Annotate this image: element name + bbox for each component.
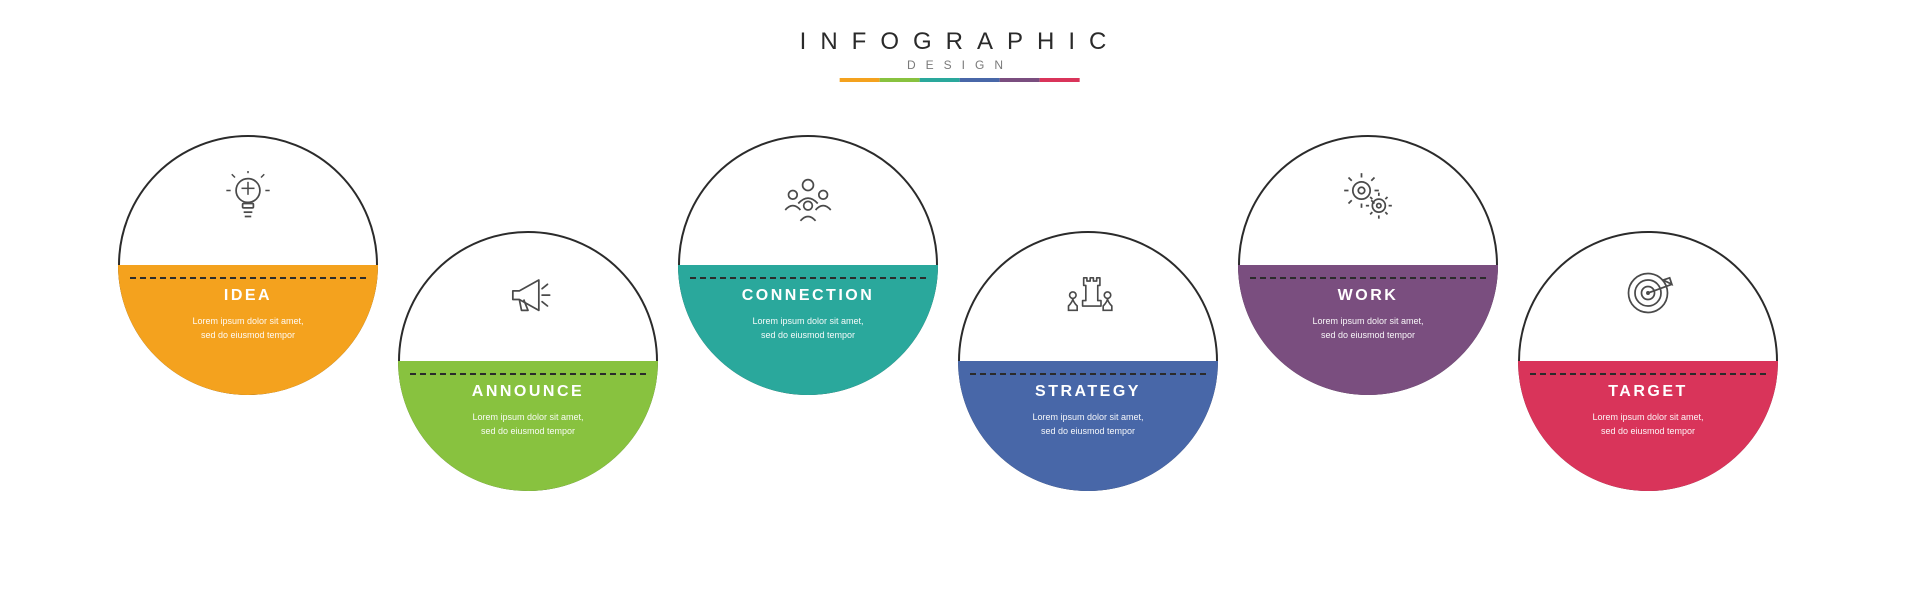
step-dash: [410, 373, 646, 375]
step-desc: Lorem ipsum dolor sit amet, sed do eiusmo…: [148, 315, 348, 342]
step-dash: [970, 373, 1206, 375]
step-desc-line: sed do eiusmod tempor: [1601, 426, 1695, 436]
step-desc: Lorem ipsum dolor sit amet, sed do eiusmo…: [1548, 411, 1748, 438]
step-text: STRATEGY Lorem ipsum dolor sit amet, sed d…: [958, 383, 1218, 438]
step-idea: IDEA Lorem ipsum dolor sit amet, sed do ei…: [118, 135, 378, 395]
step-text: IDEA Lorem ipsum dolor sit amet, sed do ei…: [118, 287, 378, 342]
header-subtitle: DESIGN: [800, 58, 1121, 72]
step-dash: [690, 277, 926, 279]
step-announce: ANNOUNCE Lorem ipsum dolor sit amet, sed d…: [398, 231, 658, 491]
step-dash: [130, 277, 366, 279]
gears-icon: [1342, 171, 1394, 228]
infographic-stage: IDEA Lorem ipsum dolor sit amet, sed do ei…: [0, 125, 1920, 585]
step-title: IDEA: [148, 287, 348, 305]
step-desc-line: Lorem ipsum dolor sit amet,: [1032, 412, 1143, 422]
step-desc: Lorem ipsum dolor sit amet, sed do eiusmo…: [1268, 315, 1468, 342]
step-desc: Lorem ipsum dolor sit amet, sed do eiusmo…: [708, 315, 908, 342]
divider-segment: [880, 78, 920, 82]
megaphone-icon: [502, 267, 554, 324]
step-connection: CONNECTION Lorem ipsum dolor sit amet, sed…: [678, 135, 938, 395]
divider-segment: [840, 78, 880, 82]
chess-icon: [1062, 267, 1114, 324]
step-desc-line: Lorem ipsum dolor sit amet,: [752, 316, 863, 326]
step-target: TARGET Lorem ipsum dolor sit amet, sed do …: [1518, 231, 1778, 491]
step-text: WORK Lorem ipsum dolor sit amet, sed do ei…: [1238, 287, 1498, 342]
divider-segment: [1040, 78, 1080, 82]
header-divider: [800, 78, 1121, 82]
step-desc-line: Lorem ipsum dolor sit amet,: [1592, 412, 1703, 422]
divider-segment: [920, 78, 960, 82]
step-desc-line: Lorem ipsum dolor sit amet,: [472, 412, 583, 422]
step-title: WORK: [1268, 287, 1468, 305]
step-strategy: STRATEGY Lorem ipsum dolor sit amet, sed d…: [958, 231, 1218, 491]
step-desc: Lorem ipsum dolor sit amet, sed do eiusmo…: [428, 411, 628, 438]
step-desc-line: Lorem ipsum dolor sit amet,: [1312, 316, 1423, 326]
step-dash: [1250, 277, 1486, 279]
step-title: CONNECTION: [708, 287, 908, 305]
step-desc-line: sed do eiusmod tempor: [761, 330, 855, 340]
step-title: STRATEGY: [988, 383, 1188, 401]
step-title: TARGET: [1548, 383, 1748, 401]
target-icon: [1622, 267, 1674, 324]
step-desc-line: sed do eiusmod tempor: [481, 426, 575, 436]
step-text: TARGET Lorem ipsum dolor sit amet, sed do …: [1518, 383, 1778, 438]
step-desc-line: Lorem ipsum dolor sit amet,: [192, 316, 303, 326]
step-desc-line: sed do eiusmod tempor: [1041, 426, 1135, 436]
step-desc-line: sed do eiusmod tempor: [201, 330, 295, 340]
header: INFOGRAPHIC DESIGN: [800, 28, 1121, 82]
divider-segment: [960, 78, 1000, 82]
header-title: INFOGRAPHIC: [800, 28, 1121, 56]
divider-segment: [1000, 78, 1040, 82]
step-desc: Lorem ipsum dolor sit amet, sed do eiusmo…: [988, 411, 1188, 438]
step-desc-line: sed do eiusmod tempor: [1321, 330, 1415, 340]
step-work: WORK Lorem ipsum dolor sit amet, sed do ei…: [1238, 135, 1498, 395]
lightbulb-icon: [222, 171, 274, 228]
step-dash: [1530, 373, 1766, 375]
people-icon: [782, 171, 834, 228]
step-text: ANNOUNCE Lorem ipsum dolor sit amet, sed d…: [398, 383, 658, 438]
step-text: CONNECTION Lorem ipsum dolor sit amet, sed…: [678, 287, 938, 342]
step-title: ANNOUNCE: [428, 383, 628, 401]
